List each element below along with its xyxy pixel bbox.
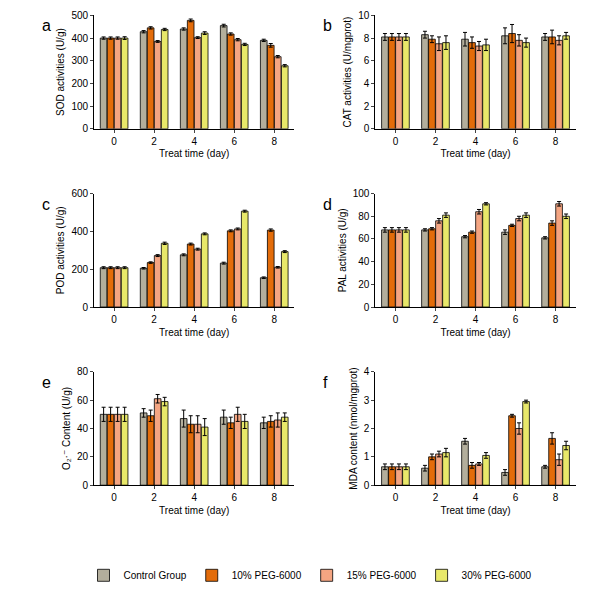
svg-text:6: 6	[231, 136, 237, 147]
svg-text:0: 0	[111, 314, 117, 325]
svg-text:Treat time (day): Treat time (day)	[159, 148, 229, 159]
svg-text:a: a	[42, 17, 51, 34]
svg-text:0: 0	[393, 314, 399, 325]
svg-text:b: b	[323, 17, 332, 34]
svg-text:4: 4	[364, 78, 370, 89]
svg-text:600: 600	[71, 188, 88, 199]
svg-text:8: 8	[553, 136, 559, 147]
svg-text:10% PEG-6000: 10% PEG-6000	[232, 570, 302, 581]
svg-text:60: 60	[77, 395, 89, 406]
svg-text:e: e	[42, 374, 51, 391]
svg-text:20: 20	[77, 451, 89, 462]
svg-text:4: 4	[191, 136, 197, 147]
svg-text:80: 80	[77, 366, 89, 377]
svg-text:2: 2	[433, 136, 439, 147]
svg-text:0: 0	[364, 480, 370, 491]
svg-text:Treat time (day): Treat time (day)	[159, 327, 229, 338]
svg-text:4: 4	[473, 492, 479, 503]
svg-text:2: 2	[151, 492, 157, 503]
svg-text:4: 4	[473, 136, 479, 147]
svg-text:O₂·⁻ Content (U/g): O₂·⁻ Content (U/g)	[61, 387, 72, 470]
svg-text:100: 100	[353, 188, 370, 199]
svg-text:60: 60	[358, 233, 370, 244]
svg-text:4: 4	[364, 366, 370, 377]
svg-text:4: 4	[191, 492, 197, 503]
svg-text:c: c	[42, 196, 50, 213]
svg-text:200: 200	[71, 78, 88, 89]
svg-text:PAL activities (U/g): PAL activities (U/g)	[337, 208, 348, 292]
svg-text:4: 4	[191, 314, 197, 325]
svg-text:1: 1	[364, 451, 370, 462]
svg-text:80: 80	[358, 211, 370, 222]
svg-text:0: 0	[364, 123, 370, 134]
svg-text:500: 500	[71, 10, 88, 21]
svg-text:40: 40	[358, 256, 370, 267]
svg-text:2: 2	[364, 423, 370, 434]
svg-text:0: 0	[364, 302, 370, 313]
svg-text:20: 20	[358, 279, 370, 290]
svg-text:15% PEG-6000: 15% PEG-6000	[347, 570, 417, 581]
svg-text:8: 8	[364, 33, 370, 44]
svg-text:0: 0	[83, 302, 89, 313]
svg-text:4: 4	[473, 314, 479, 325]
svg-text:0: 0	[83, 480, 89, 491]
svg-text:100: 100	[71, 101, 88, 112]
svg-text:10: 10	[358, 10, 370, 21]
svg-text:8: 8	[271, 136, 277, 147]
svg-text:2: 2	[151, 136, 157, 147]
svg-text:400: 400	[71, 226, 88, 237]
svg-text:2: 2	[433, 314, 439, 325]
svg-text:Treat time (day): Treat time (day)	[440, 148, 510, 159]
svg-text:POD activities (U/g): POD activities (U/g)	[55, 206, 66, 294]
svg-text:6: 6	[231, 492, 237, 503]
svg-text:200: 200	[71, 264, 88, 275]
svg-text:0: 0	[393, 136, 399, 147]
svg-text:Control Group: Control Group	[124, 570, 187, 581]
svg-text:Treat time (day): Treat time (day)	[159, 505, 229, 516]
svg-text:6: 6	[364, 55, 370, 66]
svg-text:2: 2	[433, 492, 439, 503]
svg-text:6: 6	[513, 492, 519, 503]
svg-text:0: 0	[83, 123, 89, 134]
svg-text:CAT activities (U/mgprot): CAT activities (U/mgprot)	[342, 17, 353, 128]
svg-text:Treat time (day): Treat time (day)	[440, 505, 510, 516]
svg-text:300: 300	[71, 55, 88, 66]
svg-text:400: 400	[71, 33, 88, 44]
svg-text:6: 6	[513, 314, 519, 325]
svg-text:40: 40	[77, 423, 89, 434]
svg-text:f: f	[323, 374, 328, 391]
svg-text:2: 2	[364, 101, 370, 112]
svg-text:MDA content (nmol/mgprot): MDA content (nmol/mgprot)	[348, 367, 359, 489]
svg-text:8: 8	[553, 314, 559, 325]
svg-text:6: 6	[231, 314, 237, 325]
svg-text:8: 8	[553, 492, 559, 503]
svg-text:0: 0	[393, 492, 399, 503]
svg-text:0: 0	[111, 136, 117, 147]
svg-text:0: 0	[111, 492, 117, 503]
svg-text:2: 2	[151, 314, 157, 325]
svg-text:3: 3	[364, 395, 370, 406]
svg-text:SOD activities (U/g): SOD activities (U/g)	[55, 28, 66, 116]
svg-text:d: d	[323, 196, 332, 213]
svg-text:Treat time (day): Treat time (day)	[440, 327, 510, 338]
svg-text:30% PEG-6000: 30% PEG-6000	[462, 570, 532, 581]
svg-text:8: 8	[271, 314, 277, 325]
svg-text:8: 8	[271, 492, 277, 503]
svg-text:6: 6	[513, 136, 519, 147]
